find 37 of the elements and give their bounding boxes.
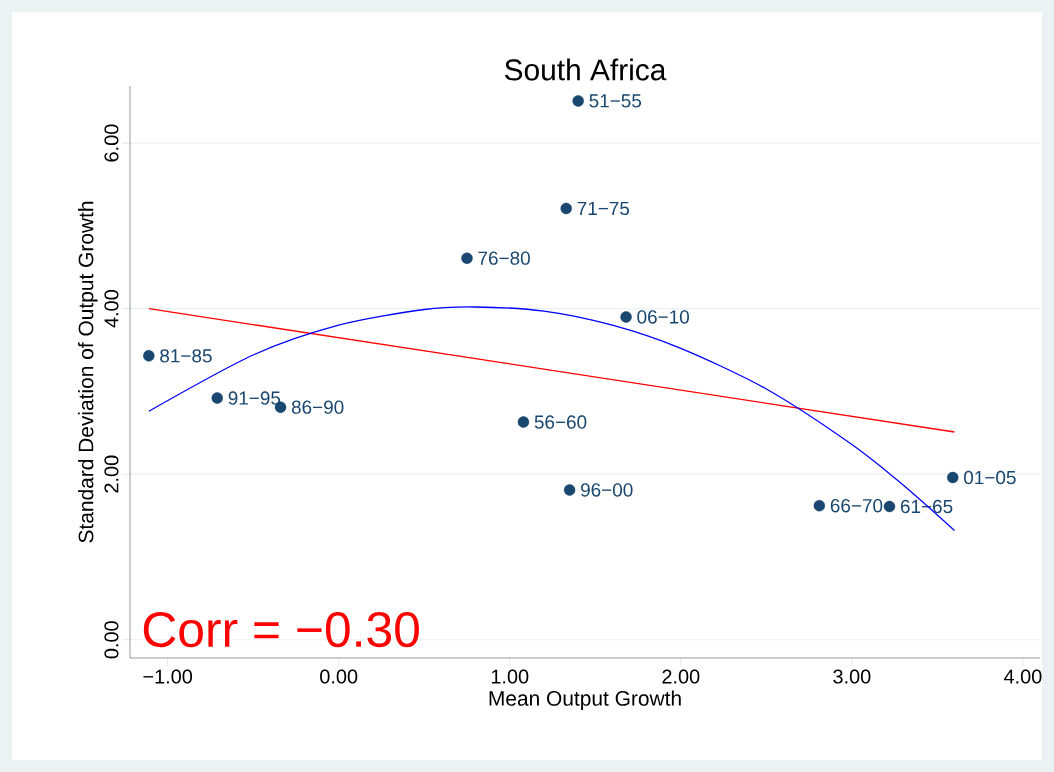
data-label: 86−90 [291, 400, 344, 414]
point [883, 500, 896, 513]
x-tick-label: 0.00 [320, 669, 358, 684]
data-label: 56−60 [534, 415, 587, 429]
data-label: 01−05 [964, 470, 1016, 485]
data-label: 91−95 [228, 391, 281, 405]
point [143, 350, 155, 362]
annotation: Corr = −0.30 [143, 611, 419, 648]
data-label: 76−80 [478, 251, 530, 265]
x-tick-label: −1.00 [143, 669, 193, 684]
point [572, 95, 584, 107]
data-label: 71−75 [577, 201, 630, 216]
chart-title: South Africa [504, 58, 667, 81]
x-tick-label: 1.00 [491, 669, 529, 684]
point [813, 499, 826, 512]
point [560, 202, 572, 215]
y-axis-title: Standard Deviation of Output Growth [78, 201, 98, 543]
x-tick-label: 3.00 [833, 669, 871, 684]
line-series [148, 306, 956, 532]
x-tick-label: 2.00 [662, 669, 700, 684]
y-tick-label: 6.00 [104, 124, 119, 162]
data-label: 96−00 [581, 483, 633, 497]
point [461, 252, 473, 264]
data-label: 06−10 [637, 310, 689, 324]
point [211, 392, 223, 404]
data-label: 66−70 [830, 498, 883, 513]
y-tick-label: 2.00 [104, 455, 119, 493]
x-tick-label: 4.00 [1003, 669, 1042, 684]
x-axis-title: Mean Output Growth [489, 690, 681, 710]
point [563, 484, 576, 496]
point [517, 416, 530, 428]
y-tick-label: 4.00 [104, 290, 119, 328]
point [620, 311, 632, 323]
point [947, 471, 959, 484]
data-label: 51−55 [589, 94, 642, 108]
y-tick-label: 0.00 [104, 621, 119, 659]
data-label: 81−85 [160, 349, 212, 363]
